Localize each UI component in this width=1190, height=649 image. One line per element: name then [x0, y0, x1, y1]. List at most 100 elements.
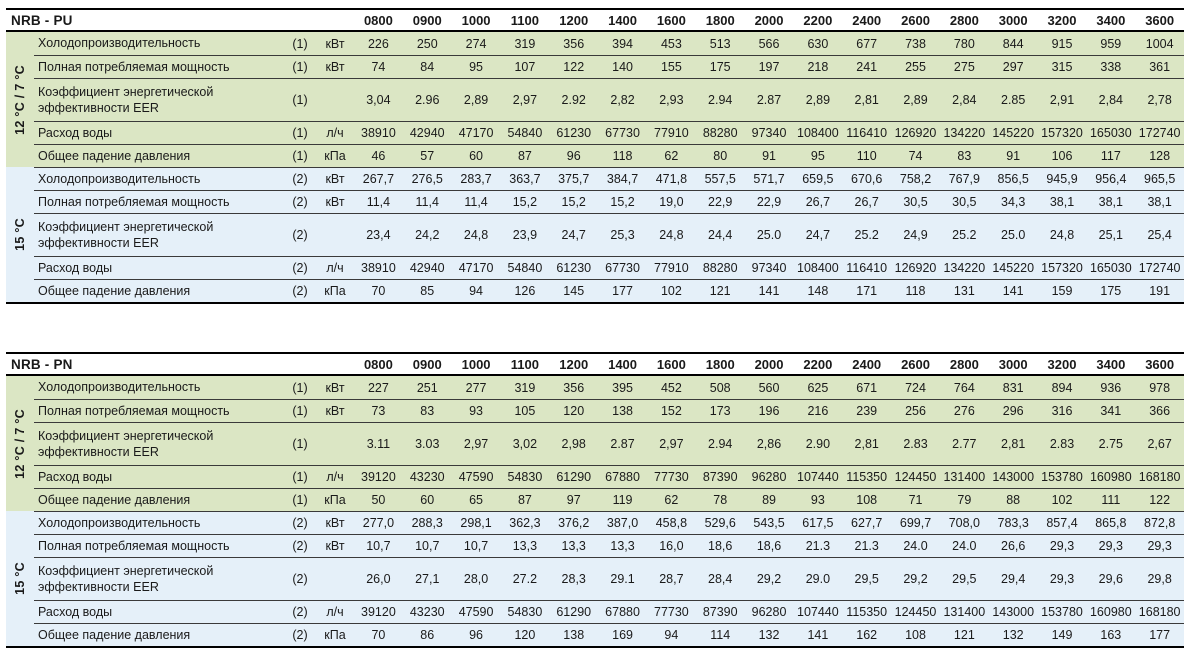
value-cell: 2,93: [659, 93, 684, 107]
column-header: 2000: [754, 12, 784, 28]
value-cell: 47590: [458, 605, 494, 619]
value-cell: 168180: [1138, 605, 1181, 619]
row-label: Расход воды: [38, 469, 113, 484]
value-cell: 24,8: [463, 228, 489, 242]
value-cell: 157320: [1041, 261, 1083, 275]
temperature-label: 12 °C / 7 °C: [13, 408, 27, 479]
value-cell: 60: [420, 493, 435, 507]
value-cell: 13,3: [610, 539, 635, 553]
value-cell: 18,6: [756, 539, 782, 553]
value-cell: 394: [612, 36, 633, 51]
row-values: 50 60 65 87 97 119 62 78 89 93 108 71 79 88 102 111 122: [354, 489, 1184, 511]
value-cell: 61230: [556, 261, 592, 275]
value-cell: 508: [709, 380, 731, 395]
value-cell: 42940: [409, 126, 445, 140]
nrb-pu-table: NRB - PU 0800 0900 1000 1100 1200 1400 1600 180…: [6, 8, 1184, 304]
value-cell: 141: [1002, 284, 1024, 298]
value-cell: 24,7: [805, 228, 831, 242]
value-cell: 2.94: [708, 93, 733, 107]
value-cell: 131400: [943, 605, 986, 619]
unit-label: кПа: [324, 628, 346, 642]
value-cell: 61290: [556, 605, 592, 619]
value-cell: 43230: [409, 605, 445, 619]
value-cell: 121: [709, 284, 731, 298]
value-cell: 67730: [605, 126, 640, 140]
value-cell: 83: [957, 149, 972, 163]
column-header: 2000: [754, 356, 784, 372]
unit-label: кВт: [325, 516, 345, 530]
column-header: 1200: [559, 12, 589, 28]
footnote-marker: (2): [292, 284, 308, 298]
value-cell: 24,9: [903, 228, 928, 242]
value-cell: 65: [469, 493, 484, 507]
column-header: 1000: [461, 12, 491, 28]
value-cell: 857,4: [1046, 516, 1078, 530]
value-cell: 26,6: [1001, 539, 1026, 553]
column-header: 1100: [510, 12, 539, 28]
column-header: 1400: [608, 12, 638, 28]
value-cell: 38,1: [1098, 195, 1123, 209]
value-cell: 115350: [846, 470, 888, 484]
value-cell: 29,3: [1147, 539, 1172, 553]
value-cell: 2.90: [805, 437, 831, 451]
table-row: Общее падение давления (2) кПа 70 85 94 126 145…: [34, 279, 1184, 302]
value-cell: 256: [905, 404, 926, 418]
value-cell: 11,4: [464, 195, 488, 209]
value-cell: 956,4: [1095, 172, 1127, 186]
value-cell: 936: [1100, 380, 1122, 395]
value-cell: 54830: [507, 470, 543, 484]
value-cell: 169: [612, 628, 633, 642]
value-cell: 94: [664, 628, 679, 642]
value-cell: 171: [856, 284, 878, 298]
row-label: Полная потребляемая мощность: [38, 194, 230, 209]
value-cell: 978: [1149, 380, 1171, 395]
footnote-marker: (1): [292, 36, 308, 51]
value-cell: 298,1: [460, 516, 492, 530]
value-cell: 141: [807, 628, 829, 642]
value-cell: 275: [953, 60, 975, 74]
value-cell: 2.83: [903, 437, 928, 451]
value-cell: 124450: [894, 470, 937, 484]
value-cell: 630: [807, 36, 829, 51]
row-values: 3.11 3.03 2,97 3,02 2,98 2.87 2,97 2.94 2,86 2.90…: [354, 423, 1184, 465]
footnote-marker: (1): [292, 60, 308, 74]
value-cell: 110: [856, 149, 877, 163]
value-cell: 915: [1051, 36, 1073, 51]
column-header: 1800: [705, 12, 735, 28]
value-cell: 173: [709, 404, 731, 418]
unit-label: кВт: [325, 60, 345, 74]
value-cell: 2.75: [1098, 437, 1123, 451]
temperature-label: 15 °C: [13, 218, 27, 251]
row-label: Полная потребляемая мощность: [38, 538, 230, 553]
value-cell: 111: [1101, 493, 1121, 507]
value-cell: 255: [905, 60, 926, 74]
value-cell: 560: [758, 380, 780, 395]
table-row: Коэффициент энергетической эффективности…: [34, 78, 1184, 121]
value-cell: 77730: [654, 605, 689, 619]
value-cell: 24,8: [1049, 228, 1075, 242]
model-size-header-row: 0800 0900 1000 1100 1200 1400 1600 1800 2000 2200…: [354, 357, 1184, 372]
row-values: 267,7 276,5 283,7 363,7 375,7 384,7 471,8 557,5…: [354, 168, 1184, 190]
value-cell: 88: [1006, 493, 1021, 507]
value-cell: 11,4: [415, 195, 439, 209]
row-values: 3,04 2.96 2,89 2,97 2.92 2,82 2,93 2.94 2.87 2,89…: [354, 79, 1184, 121]
column-header: 2400: [852, 356, 882, 372]
value-cell: 26,7: [854, 195, 879, 209]
value-cell: 67880: [605, 470, 640, 484]
column-header: 2600: [901, 12, 930, 28]
value-cell: 143000: [992, 470, 1035, 484]
value-cell: 85: [420, 284, 435, 298]
column-header: 0800: [363, 356, 393, 372]
table-row: Коэффициент энергетической эффективности…: [34, 213, 1184, 256]
value-cell: 250: [416, 36, 438, 51]
footnote-marker: (2): [292, 195, 308, 209]
value-cell: 116410: [846, 261, 888, 275]
value-cell: 2,81: [854, 93, 879, 107]
value-cell: 196: [758, 404, 780, 418]
value-cell: 95: [469, 60, 484, 74]
value-cell: 172740: [1138, 126, 1181, 140]
value-cell: 38910: [361, 261, 396, 275]
value-cell: 54840: [507, 261, 543, 275]
value-cell: 60: [469, 149, 484, 163]
column-header: 2200: [803, 12, 833, 28]
